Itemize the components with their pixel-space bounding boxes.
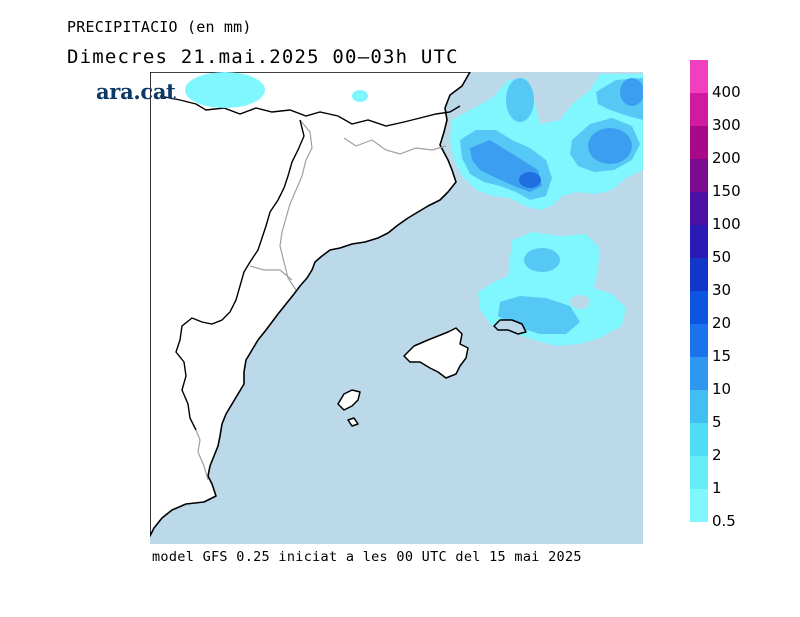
legend-color-swatch xyxy=(690,225,708,258)
legend-color-swatch xyxy=(690,390,708,423)
island-mallorca xyxy=(403,327,469,379)
legend-color-swatch xyxy=(690,456,708,489)
legend-label: 400 xyxy=(712,83,741,101)
legend-label: 20 xyxy=(712,314,732,332)
legend-color-swatch xyxy=(690,192,708,225)
precip-area xyxy=(352,90,368,102)
chart-title: PRECIPITACIO (en mm) xyxy=(67,18,252,36)
precip-area xyxy=(620,78,643,106)
legend-label: 1 xyxy=(712,479,722,497)
country-border xyxy=(159,95,461,127)
legend-label: 200 xyxy=(712,149,741,167)
region-border xyxy=(343,137,447,155)
region-border xyxy=(195,429,209,481)
precipitation-legend: 0.5 1 2 5 10 15 20 30 50 100 150 200 300 400 xyxy=(690,60,790,535)
legend-label: 150 xyxy=(712,182,741,200)
legend-label: 2 xyxy=(712,446,722,464)
legend-label: 300 xyxy=(712,116,741,134)
legend-color-swatch xyxy=(690,60,708,93)
forecast-date: Dimecres 21.mai.2025 00–03h UTC xyxy=(67,46,459,68)
legend-color-swatch xyxy=(690,93,708,126)
mainland xyxy=(150,72,471,537)
model-run-caption: model GFS 0.25 iniciat a les 00 UTC del … xyxy=(152,549,582,565)
region-border xyxy=(279,119,313,291)
island-menorca xyxy=(493,319,527,335)
legend-color-swatch xyxy=(690,291,708,324)
legend-color-swatch xyxy=(690,489,708,522)
precip-area xyxy=(506,78,534,122)
precip-area xyxy=(570,295,590,309)
legend-color-swatch xyxy=(690,126,708,159)
legend-color-swatch xyxy=(690,423,708,456)
legend-color-swatch xyxy=(690,258,708,291)
legend-label: 100 xyxy=(712,215,741,233)
legend-label: 5 xyxy=(712,413,722,431)
legend-color-swatch xyxy=(690,324,708,357)
ara-cat-logo[interactable]: ara.cat xyxy=(96,79,176,104)
island-eivissa xyxy=(337,389,361,411)
legend-label: 50 xyxy=(712,248,732,266)
legend-label: 30 xyxy=(712,281,732,299)
island-formentera xyxy=(347,417,359,427)
legend-color-swatch xyxy=(690,159,708,192)
precip-area xyxy=(519,172,541,188)
legend-label: 0.5 xyxy=(712,512,736,530)
legend-color-swatch xyxy=(690,357,708,390)
precip-area xyxy=(185,72,265,108)
legend-label: 15 xyxy=(712,347,732,365)
region-border xyxy=(249,265,293,281)
country-border xyxy=(175,119,305,431)
legend-label: 10 xyxy=(712,380,732,398)
precipitation-fields xyxy=(185,72,643,346)
precip-area xyxy=(588,128,632,164)
precip-area xyxy=(524,248,560,272)
